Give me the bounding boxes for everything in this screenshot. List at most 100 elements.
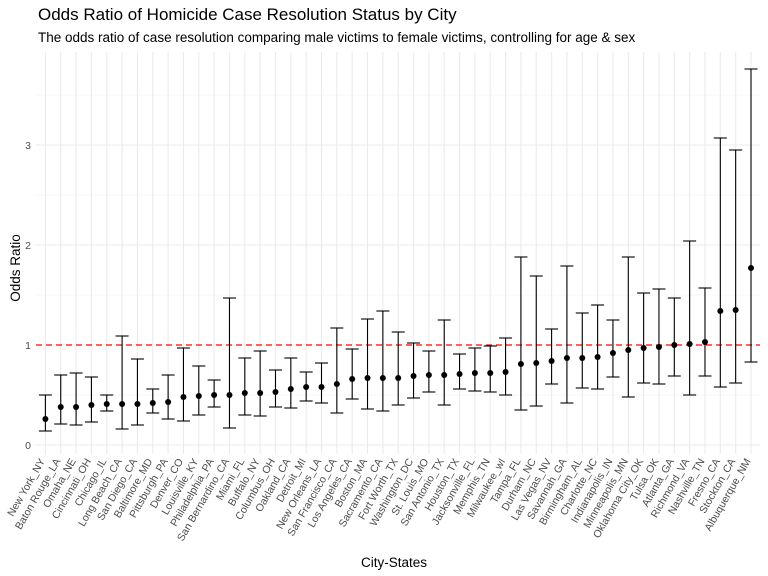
city-mark <box>253 350 267 417</box>
city-mark <box>376 310 390 412</box>
y-tick-labels: 0 1 2 3 <box>25 140 31 452</box>
city-mark <box>207 379 221 408</box>
estimate-point <box>502 369 509 375</box>
estimate-point <box>349 376 356 382</box>
city-mark <box>744 68 758 363</box>
estimate-point <box>257 390 264 396</box>
estimate-point <box>303 384 310 390</box>
estimate-point <box>287 386 294 392</box>
estimate-point <box>533 360 540 366</box>
estimate-point <box>241 390 248 396</box>
y-tick-label: 0 <box>25 440 31 452</box>
city-mark <box>100 394 114 412</box>
estimate-point <box>395 375 402 381</box>
city-mark <box>268 369 282 408</box>
y-tick-label: 2 <box>25 240 31 252</box>
estimate-point <box>471 370 478 376</box>
city-mark <box>146 388 160 414</box>
estimate-point <box>103 401 110 407</box>
estimate-point <box>441 372 448 378</box>
city-mark <box>637 292 651 384</box>
estimate-point <box>548 358 555 364</box>
estimate-point <box>517 361 524 367</box>
estimate-point <box>609 350 616 356</box>
estimate-point <box>717 308 724 314</box>
estimate-point <box>195 393 202 399</box>
estimate-point <box>42 416 49 422</box>
y-tick-label: 1 <box>25 340 31 352</box>
city-mark <box>315 362 329 404</box>
estimate-point <box>594 354 601 360</box>
city-mark <box>683 240 697 396</box>
estimate-point <box>748 265 754 271</box>
estimate-point <box>640 345 647 351</box>
city-mark <box>729 149 743 384</box>
city-mark <box>407 342 421 399</box>
estimate-point <box>379 375 386 381</box>
estimate-point <box>73 404 80 410</box>
estimate-point <box>57 404 64 410</box>
estimate-point <box>364 375 371 381</box>
chart-subtitle: The odds ratio of case resolution compar… <box>38 30 636 45</box>
grid-layer <box>36 52 760 454</box>
chart-title: Odds Ratio of Homicide Case Resolution S… <box>38 5 457 24</box>
city-mark <box>652 288 666 385</box>
estimate-point <box>226 392 233 398</box>
estimate-point <box>165 399 172 405</box>
estimate-point <box>333 381 340 387</box>
city-mark <box>284 357 298 409</box>
city-mark <box>621 256 635 398</box>
city-mark <box>667 297 681 377</box>
estimate-point <box>671 342 678 348</box>
city-mark <box>130 358 144 426</box>
estimate-point <box>701 339 708 345</box>
city-mark <box>391 331 405 406</box>
city-mark <box>161 374 175 420</box>
city-mark <box>422 350 436 393</box>
city-mark <box>483 345 497 393</box>
estimate-point <box>134 401 141 407</box>
city-mark <box>591 304 605 390</box>
estimate-point <box>563 355 570 361</box>
city-mark <box>437 319 451 406</box>
city-mark <box>115 335 129 430</box>
city-mark <box>514 256 528 411</box>
city-mark <box>453 353 467 390</box>
estimate-point <box>410 373 417 379</box>
city-mark <box>468 347 482 392</box>
city-mark <box>713 137 727 388</box>
city-mark <box>560 265 574 404</box>
city-mark <box>192 365 206 416</box>
estimate-point <box>149 400 156 406</box>
city-mark <box>176 347 190 422</box>
estimate-point <box>487 370 494 376</box>
estimate-point <box>272 389 279 395</box>
estimate-point <box>686 341 693 347</box>
city-mark <box>606 319 620 378</box>
estimate-point <box>655 344 662 350</box>
city-mark <box>238 357 252 416</box>
city-mark <box>345 348 359 400</box>
estimate-point <box>119 401 126 407</box>
city-mark <box>575 312 589 389</box>
city-mark <box>38 394 52 432</box>
city-mark <box>545 328 559 385</box>
city-mark <box>499 337 513 396</box>
city-mark <box>69 372 83 426</box>
city-mark <box>361 318 375 410</box>
city-mark <box>84 376 98 423</box>
estimate-point <box>579 355 586 361</box>
estimate-point <box>456 371 463 377</box>
estimate-point <box>211 392 218 398</box>
city-mark <box>222 297 236 429</box>
estimate-point <box>425 372 432 378</box>
city-mark <box>330 327 344 414</box>
y-axis-title: Odds Ratio <box>8 234 23 302</box>
estimate-point <box>732 307 739 313</box>
estimate-point <box>625 347 632 353</box>
y-tick-label: 3 <box>25 140 31 152</box>
city-mark <box>54 374 68 425</box>
city-mark <box>299 371 313 402</box>
